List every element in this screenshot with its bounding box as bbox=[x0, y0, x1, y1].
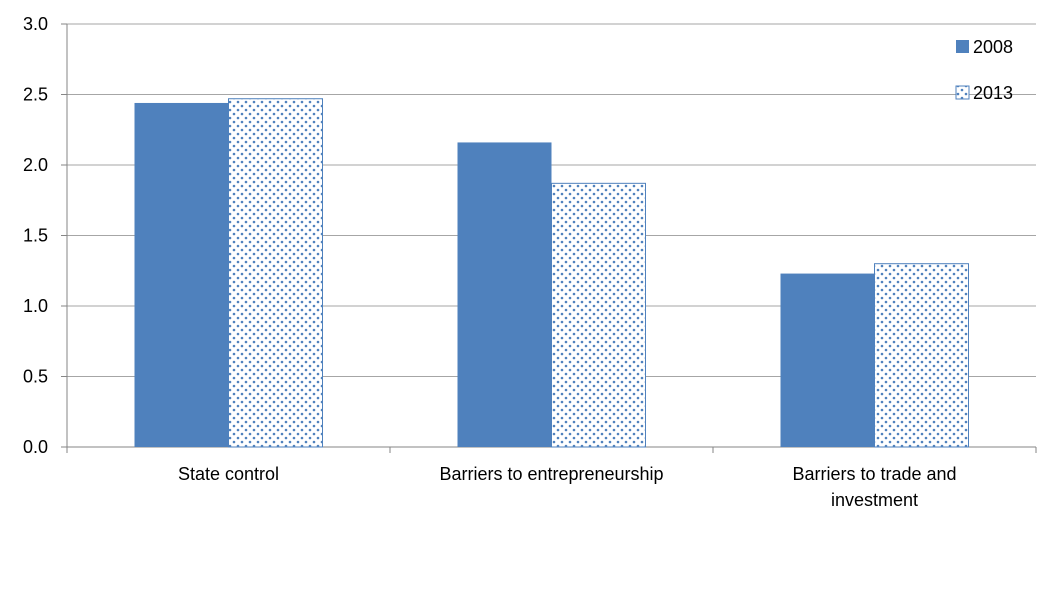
y-tick-label: 2.0 bbox=[23, 155, 48, 175]
y-tick-label: 1.0 bbox=[23, 296, 48, 316]
y-tick-label: 1.5 bbox=[23, 226, 48, 246]
x-category-label: State control bbox=[178, 464, 279, 484]
bars bbox=[134, 98, 969, 448]
bar-2013 bbox=[874, 263, 969, 448]
y-tick-label: 2.5 bbox=[23, 85, 48, 105]
y-tick-label: 0.5 bbox=[23, 367, 48, 387]
bar-2008 bbox=[134, 102, 229, 448]
bar-2008 bbox=[457, 142, 552, 447]
y-tick-label: 3.0 bbox=[23, 14, 48, 34]
legend-swatch-2013 bbox=[955, 85, 970, 100]
bar-2008 bbox=[780, 273, 875, 447]
bar-2013 bbox=[551, 182, 646, 448]
x-category-label: Barriers to entrepreneurship bbox=[439, 464, 663, 484]
x-category-label: Barriers to trade and bbox=[792, 464, 956, 484]
y-tick-label: 0.0 bbox=[23, 437, 48, 457]
legend-label-2008: 2008 bbox=[973, 37, 1013, 57]
legend: 2008 2013 bbox=[955, 37, 1013, 103]
axis-labels: 0.0 0.5 1.0 1.5 2.0 2.5 3.0 State control Barrie… bbox=[23, 14, 957, 510]
bar-2013 bbox=[228, 98, 323, 448]
legend-label-2013: 2013 bbox=[973, 83, 1013, 103]
legend-swatch-2008 bbox=[956, 40, 969, 53]
x-category-label: investment bbox=[831, 490, 918, 510]
